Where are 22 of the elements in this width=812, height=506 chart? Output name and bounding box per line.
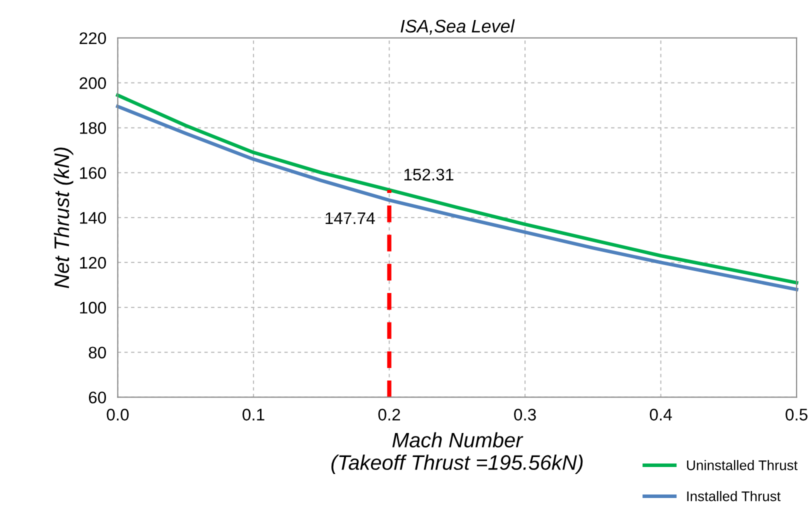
y-tick-label: 160 (80, 167, 106, 179)
legend-label: Uninstalled Thrust (687, 460, 798, 470)
y-tick-label: 100 (80, 302, 106, 314)
annotation: 147.74 (326, 212, 375, 224)
x-tick-label: 0.5 (786, 408, 808, 421)
y-tick-label: 60 (88, 392, 106, 404)
chart-title: ISA,Sea Level (400, 19, 515, 35)
y-tick-label: 180 (80, 122, 106, 134)
y-tick-label: 120 (80, 256, 106, 269)
legend-label: Installed Thrust (687, 491, 781, 502)
y-tick-label: 80 (88, 346, 106, 359)
y-tick-label: 200 (80, 77, 106, 90)
x-tick-label: 0.2 (378, 408, 400, 421)
y-tick-label: 220 (80, 32, 106, 44)
x-tick-label: 0.3 (514, 408, 536, 421)
x-axis-title: Mach Number (Takeoff Thrust =195.56kN) (331, 432, 583, 474)
y-tick-label: 140 (80, 212, 106, 224)
x-tick-label: 0.4 (650, 408, 672, 421)
x-tick-label: 0.0 (106, 408, 129, 421)
y-axis-title: Net Thrust (kN) (54, 148, 74, 288)
x-tick-label: 0.1 (242, 408, 264, 421)
annotation: 152.31 (404, 168, 454, 181)
